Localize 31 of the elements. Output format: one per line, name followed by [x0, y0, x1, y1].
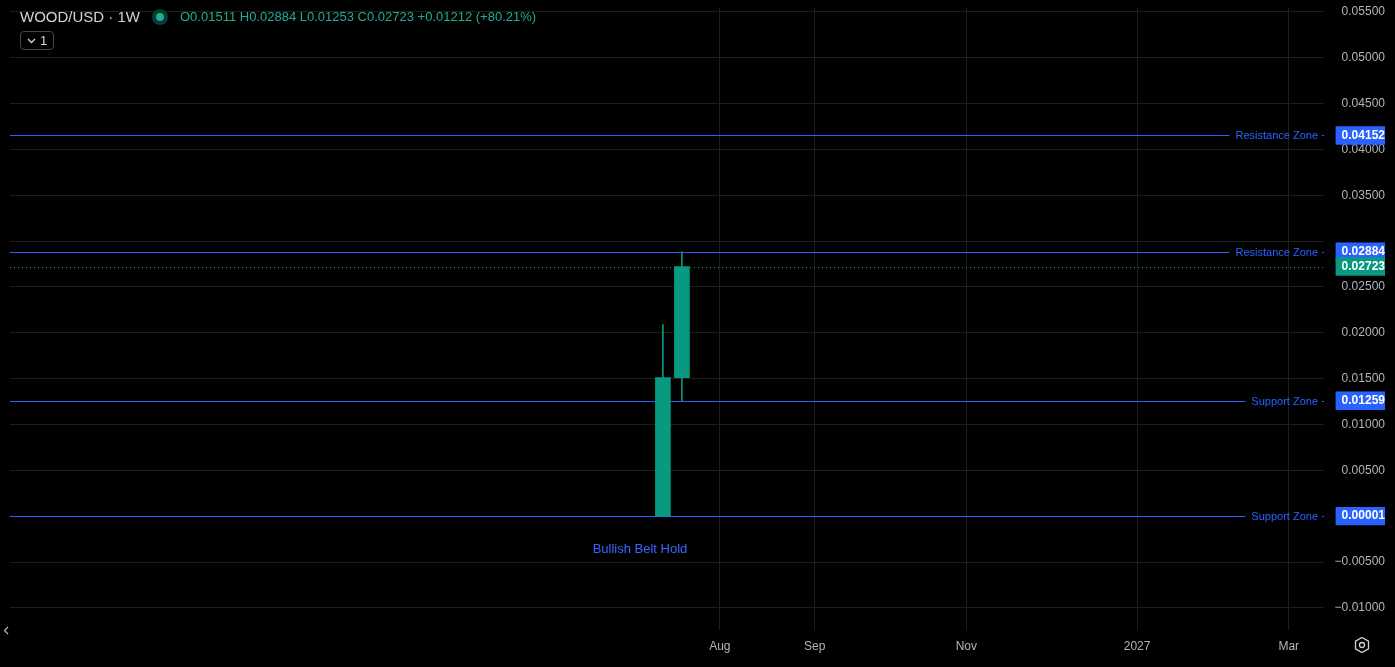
y-tick-label: 0.01500: [1341, 370, 1386, 385]
chart-subtitle: O0.01511 H0.02884 L0.01253 C0.02723 +0.01212 (+80.21%): [180, 9, 537, 24]
x-tick-label: 2027: [1123, 638, 1151, 653]
y-tick-label: 0.05500: [1341, 4, 1386, 19]
y-tick-label: 0.00001: [1341, 508, 1386, 523]
y-tick-label: −0.00500: [1334, 554, 1386, 569]
x-tick-label: Mar: [1278, 638, 1300, 653]
collapse-button[interactable]: 1: [20, 31, 55, 50]
x-tick-label: Aug: [709, 638, 731, 653]
y-tick-label: 0.02723: [1341, 258, 1386, 273]
y-tick-label: 0.03500: [1341, 187, 1386, 202]
y-tick-label: 0.04000: [1341, 141, 1386, 156]
ref-line-label: Resistance Zone: [1235, 128, 1318, 141]
ref-line-label: Resistance Zone: [1235, 245, 1318, 258]
chart-title: WOOD/USD · 1W: [20, 8, 140, 25]
y-tick-label: 0.01259: [1341, 393, 1386, 408]
y-tick-label: −0.01000: [1334, 600, 1386, 615]
ref-line-label: Support Zone: [1251, 394, 1318, 407]
annotation: 1: [40, 33, 48, 48]
y-tick-label: 0.04152: [1341, 127, 1386, 142]
y-tick-label: 0.00500: [1341, 462, 1386, 477]
y-tick-label: 0.04500: [1341, 95, 1386, 110]
y-tick-label: 0.02000: [1341, 325, 1386, 340]
x-tick-label: Nov: [955, 638, 978, 653]
y-tick-label: 0.02500: [1341, 279, 1386, 294]
y-tick-label: 0.01000: [1341, 416, 1386, 431]
y-tick-label: 0.05000: [1341, 49, 1386, 64]
y-tick-label: 0.02884: [1341, 244, 1386, 259]
annotation: Bullish Belt Hold: [591, 541, 689, 556]
x-tick-label: Sep: [803, 638, 826, 653]
ref-line-label: Support Zone: [1251, 509, 1318, 522]
